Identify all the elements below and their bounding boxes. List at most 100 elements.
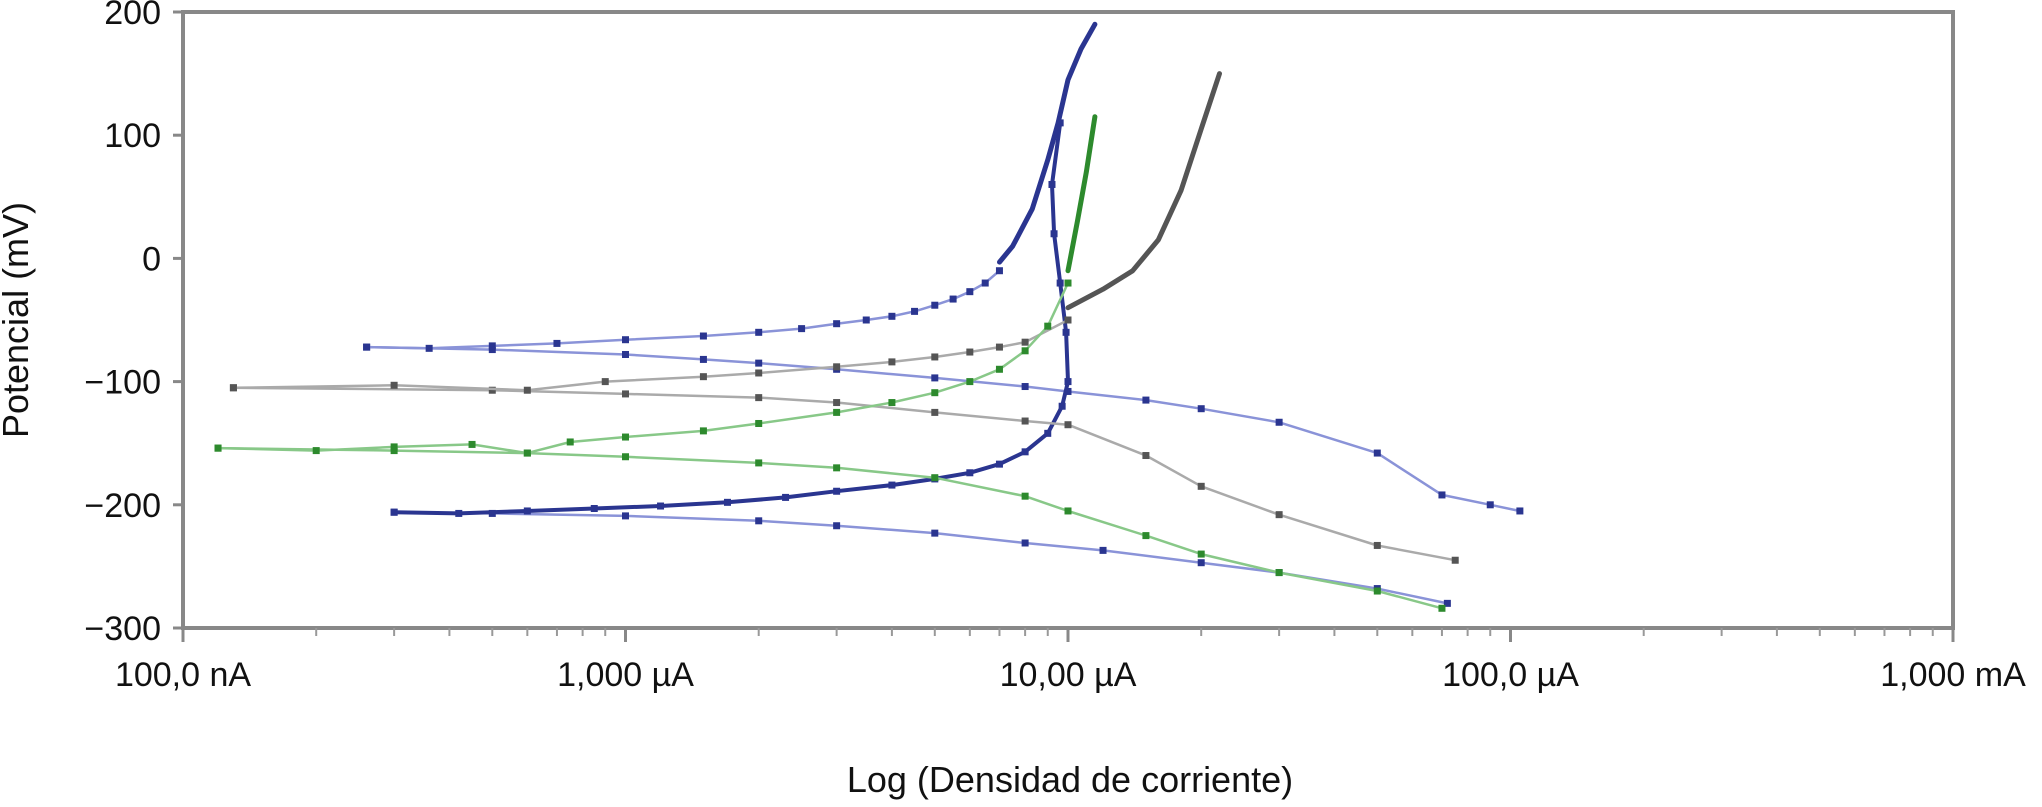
x-tick-label: 10,00 µA bbox=[1000, 656, 1137, 694]
series-3-cathodic-point bbox=[523, 449, 531, 457]
series-1-reverse-point bbox=[931, 374, 939, 382]
series-2-reverse-point bbox=[622, 390, 629, 398]
series-2-cathodic-point bbox=[390, 381, 398, 389]
series-1-cathodic-point bbox=[995, 267, 1003, 275]
series-3-reverse-point bbox=[1373, 587, 1381, 595]
series-3-reverse-point bbox=[1275, 569, 1283, 577]
x-axis-title: Log (Densidad de corriente) bbox=[847, 759, 1293, 800]
series-2-cathodic-point bbox=[755, 369, 763, 377]
series-1-cathodic-point bbox=[425, 344, 433, 352]
series-2-reverse-point bbox=[1021, 417, 1029, 425]
series-3-cathodic-line bbox=[216, 281, 1070, 455]
series-1-cathodic-point bbox=[911, 307, 919, 315]
series-2-cathodic-point bbox=[699, 373, 707, 381]
series-1-cathodic-point bbox=[931, 301, 939, 309]
series-3-cathodic-point bbox=[214, 444, 222, 452]
series-1-cathodic-low-point bbox=[390, 508, 398, 516]
series-1-cathodic-point bbox=[699, 332, 707, 340]
series-3-cathodic-point bbox=[622, 433, 629, 441]
series-3-reverse-point bbox=[833, 464, 841, 472]
labels-layer: 200 100 0 −100 −200 −300 100,0 nA 1,000 µA 10,00… bbox=[84, 0, 2026, 694]
series-1-reverse-point bbox=[1142, 396, 1150, 404]
series-1-cathodic-low-point bbox=[833, 487, 841, 495]
series-1-cathodic-point bbox=[981, 279, 989, 287]
series-1-cathodic-point bbox=[553, 339, 561, 347]
series-1-reverse-point bbox=[1197, 405, 1205, 413]
series-2-reverse-point bbox=[833, 399, 841, 407]
series-2-reverse-point bbox=[1275, 511, 1283, 519]
series-3-cathodic-point bbox=[1044, 322, 1052, 330]
series-2-cathodic-point bbox=[995, 343, 1003, 351]
series-1-cathodic-point bbox=[363, 343, 371, 351]
y-tick-label: 0 bbox=[142, 240, 161, 278]
series-1-cathodic-low-point bbox=[523, 507, 531, 515]
series-3-cathodic-point bbox=[755, 419, 763, 427]
series-1-cathodic-point bbox=[966, 288, 974, 296]
series-2-reverse-point bbox=[1373, 541, 1381, 549]
series-2-reverse-point bbox=[931, 408, 939, 416]
series-1-cathodic-point bbox=[949, 295, 957, 303]
series-1-cathodic-low-point bbox=[1044, 429, 1052, 437]
series-1-cathodic-point bbox=[755, 328, 763, 336]
series-1-anodic-line bbox=[997, 21, 1098, 265]
series-3-reverse-point bbox=[1142, 532, 1150, 540]
series-3-cathodic-point bbox=[1064, 279, 1072, 287]
series-3-cathodic-point bbox=[468, 440, 476, 448]
series-3-reverse-point bbox=[755, 459, 763, 467]
series-2-reverse-point bbox=[1142, 452, 1150, 460]
series-3-reverse-point bbox=[622, 453, 629, 461]
series-1-cathodic-low-point bbox=[1021, 448, 1029, 456]
y-axis-title: Potencial (mV) bbox=[0, 202, 36, 438]
series-3-cathodic-point bbox=[390, 443, 398, 451]
series-1-reverse-point bbox=[1275, 418, 1283, 426]
series-2-cathodic-point bbox=[601, 378, 609, 386]
series-1-cathodic-low-point bbox=[1050, 230, 1058, 238]
series-1-cathodic-low-point bbox=[1056, 279, 1064, 287]
series-1-reverse-low-point bbox=[1099, 546, 1107, 554]
series-3-cathodic-point bbox=[966, 378, 974, 386]
series-3-cathodic-point bbox=[833, 408, 841, 416]
series-3-cathodic-point bbox=[931, 389, 939, 397]
series-1-reverse-point bbox=[1021, 383, 1029, 391]
ticks-layer bbox=[173, 10, 1955, 642]
series-3-reverse-point bbox=[390, 447, 398, 455]
series-1-cathodic-low-point bbox=[966, 469, 974, 477]
series-2-cathodic-point bbox=[523, 386, 531, 394]
series-3-cathodic-point bbox=[699, 427, 707, 435]
y-tick-label: −300 bbox=[84, 610, 161, 648]
series-1-reverse-point bbox=[1486, 501, 1494, 509]
series-1-reverse-low-point bbox=[622, 512, 629, 520]
series-2-reverse-line bbox=[232, 386, 1457, 562]
series-1-reverse-low-point bbox=[931, 529, 939, 537]
series-1-reverse-line bbox=[365, 345, 1522, 513]
series-1-cathodic-point bbox=[488, 342, 496, 350]
series-1-reverse-point bbox=[699, 355, 707, 363]
series-1-cathodic-low-point bbox=[1058, 402, 1066, 410]
series-1-cathodic-low-point bbox=[1048, 180, 1056, 188]
series-3-reverse-point bbox=[931, 474, 939, 482]
series-1-reverse-point bbox=[488, 346, 496, 354]
series-1-reverse-point bbox=[755, 359, 763, 367]
series-3-reverse-point bbox=[1021, 492, 1029, 500]
series-2-reverse-point bbox=[1451, 556, 1459, 564]
series-1-reverse-point bbox=[1373, 449, 1381, 457]
series-1-reverse-point bbox=[1064, 387, 1072, 395]
series-layer bbox=[214, 21, 1524, 612]
series-3-cathodic-point bbox=[312, 447, 320, 455]
y-tick-label: 100 bbox=[104, 117, 161, 155]
series-2-cathodic-point bbox=[966, 348, 974, 356]
series-1-reverse-point bbox=[622, 350, 629, 358]
series-2-cathodic-point bbox=[888, 358, 896, 366]
series-1-cathodic-low-point bbox=[1062, 328, 1070, 336]
series-1-cathodic-point bbox=[622, 336, 629, 344]
series-2-cathodic-point bbox=[833, 363, 841, 371]
series-3-reverse-line bbox=[216, 446, 1444, 610]
series-1-cathodic-low-point bbox=[782, 493, 790, 501]
series-3-reverse-point bbox=[1438, 604, 1446, 612]
x-tick-label: 1,000 mA bbox=[1880, 656, 2026, 694]
series-1-reverse-low-point bbox=[833, 522, 841, 530]
series-1-reverse-low-point bbox=[1197, 559, 1205, 567]
series-1-cathodic-point bbox=[888, 312, 896, 320]
